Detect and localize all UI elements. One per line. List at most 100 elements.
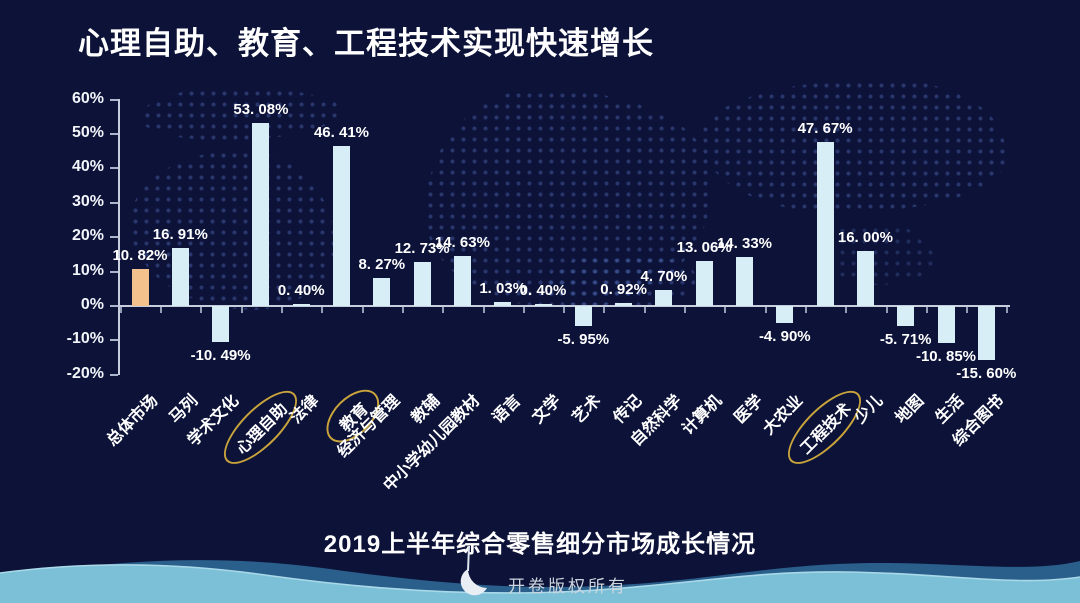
category-label-语言: 语言 <box>489 392 524 427</box>
value-label: 0. 40% <box>277 282 325 299</box>
bar-心理自助 <box>252 123 270 306</box>
value-label: 12. 73% <box>394 240 450 258</box>
value-label: 16. 91% <box>152 225 208 243</box>
value-label: -10. 85% <box>915 348 977 366</box>
bar-总体市场 <box>131 268 149 306</box>
x-axis-tick <box>482 307 485 313</box>
wave-decoration <box>0 560 1080 603</box>
y-axis-tick <box>110 167 118 170</box>
value-label: 13. 06% <box>676 239 732 257</box>
y-axis-tick-label: 10% <box>71 261 104 279</box>
bar-教育 <box>333 146 350 306</box>
x-axis-tick <box>321 307 324 313</box>
value-label: -5. 71% <box>879 330 932 348</box>
y-axis-tick-label: 50% <box>71 124 104 141</box>
x-axis-tick <box>200 307 203 313</box>
bar-经济与管理 <box>373 277 391 306</box>
y-axis-tick <box>110 98 118 101</box>
y-axis-line <box>118 99 120 375</box>
wave-front <box>0 564 1080 603</box>
bar-工程技术 <box>816 142 834 306</box>
value-label: 1. 03% <box>479 280 527 298</box>
category-label-计算机: 计算机 <box>679 392 726 439</box>
x-axis-tick <box>845 307 848 313</box>
x-axis-tick <box>804 307 807 313</box>
bar-传记 <box>615 302 633 306</box>
copyright-watermark: 开卷版权所有 <box>508 577 628 596</box>
value-label: 46. 41% <box>313 124 370 142</box>
bar-艺术 <box>574 306 592 327</box>
y-axis-tick-label: 20% <box>71 227 104 245</box>
bar-大农业 <box>776 306 794 323</box>
value-label: 8. 27% <box>358 255 406 273</box>
value-label: 0. 40% <box>519 282 567 299</box>
y-axis-tick-label: 30% <box>71 192 104 210</box>
bar-教辅 <box>413 262 431 306</box>
bar-少儿 <box>856 250 874 306</box>
bar-马列 <box>171 247 189 306</box>
bar-综合图书 <box>977 306 995 360</box>
value-label: -4. 90% <box>758 327 811 345</box>
y-axis-tick <box>110 236 118 239</box>
bar-医学 <box>736 256 753 306</box>
value-label: 10. 82% <box>112 246 168 264</box>
x-axis-tick <box>160 307 163 313</box>
value-label: -10. 49% <box>190 347 251 365</box>
category-label-总体市场: 总体市场 <box>103 392 162 450</box>
value-label: 53. 08% <box>233 101 289 119</box>
bar-中小学幼儿园教材 <box>453 255 471 306</box>
bar-学术文化 <box>212 306 230 343</box>
value-label: 0. 92% <box>600 280 647 298</box>
bar-法律 <box>292 304 310 306</box>
category-label-文学: 文学 <box>529 392 565 427</box>
y-axis-tick-label: -10% <box>66 330 104 348</box>
map-dots-patch <box>700 80 1005 212</box>
x-axis-tick <box>281 307 284 313</box>
y-axis-tick-label: 40% <box>71 158 104 176</box>
bar-地图 <box>897 306 915 326</box>
value-label: 4. 70% <box>640 267 688 285</box>
x-axis-tick <box>643 307 646 313</box>
value-label: 16. 00% <box>837 228 893 246</box>
x-axis-tick <box>119 307 122 313</box>
value-label: 14. 63% <box>434 233 490 251</box>
x-axis-tick <box>522 307 525 313</box>
bar-计算机 <box>695 261 713 306</box>
y-axis-tick <box>110 305 118 307</box>
y-axis-tick-label: 60% <box>71 89 104 107</box>
x-axis-tick <box>563 307 566 313</box>
x-axis-tick <box>966 307 969 313</box>
x-axis-baseline <box>119 305 1010 307</box>
page-title: 心理自助、教育、工程技术实现快速增长 <box>78 26 654 61</box>
x-axis-tick <box>925 307 928 313</box>
x-axis-tick <box>240 307 243 313</box>
bar-文学 <box>534 304 552 306</box>
x-axis-tick <box>1006 307 1009 313</box>
y-axis-tick-label: -20% <box>66 364 104 382</box>
wave-front-highlight <box>0 564 1080 594</box>
y-axis-tick <box>110 373 118 376</box>
bar-自然科学 <box>655 289 673 306</box>
y-axis-tick <box>110 201 118 204</box>
bar-生活 <box>937 306 955 344</box>
y-axis-tick <box>110 270 118 273</box>
map-dots-patch <box>130 150 335 310</box>
value-label: -15. 60% <box>956 364 1017 382</box>
x-axis-tick <box>401 307 404 313</box>
category-label-艺术: 艺术 <box>569 392 605 427</box>
x-axis-tick <box>361 307 364 313</box>
openbook-logo-icon <box>460 545 487 596</box>
value-label: 14. 33% <box>716 234 773 252</box>
chart-caption: 2019上半年综合零售细分市场成长情况 <box>323 531 757 558</box>
map-dots-patch <box>815 225 935 285</box>
y-axis-tick <box>110 133 118 135</box>
x-axis-tick <box>684 307 687 313</box>
y-axis-tick <box>110 339 118 342</box>
x-axis-tick <box>724 307 727 313</box>
x-axis-tick <box>442 307 445 313</box>
value-label: 47. 67% <box>797 120 853 137</box>
value-label: -5. 95% <box>557 331 610 349</box>
map-dots-patch <box>425 90 710 308</box>
category-label-地图: 地图 <box>892 392 927 427</box>
